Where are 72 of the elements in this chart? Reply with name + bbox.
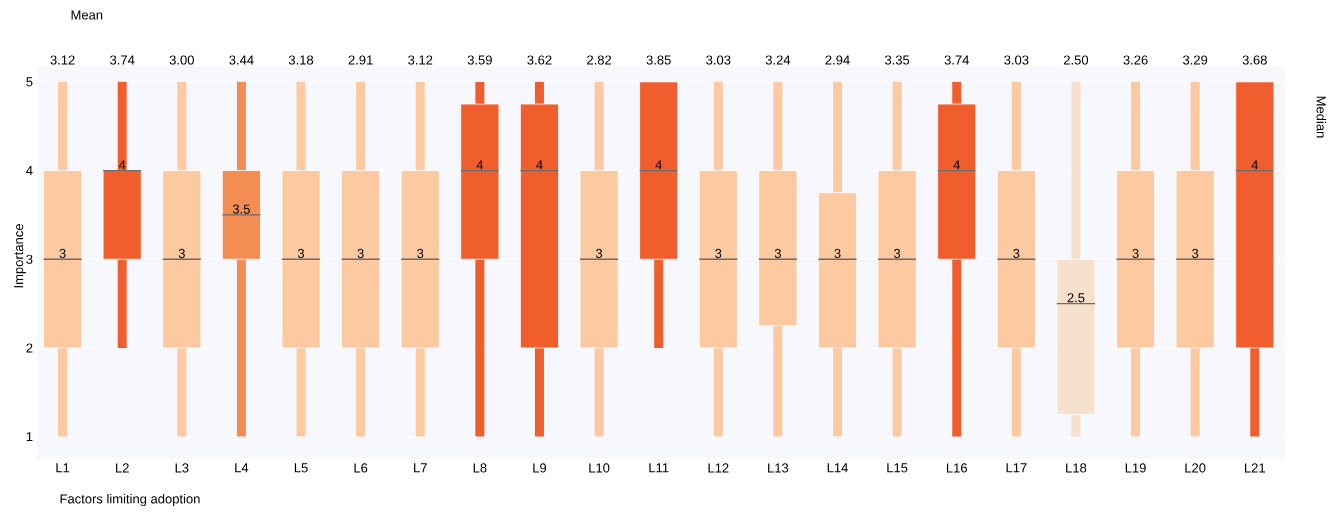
annotation: 3 xyxy=(59,248,66,259)
text: 3.74 xyxy=(944,55,969,65)
annotation: 4 xyxy=(953,160,960,170)
annotation: 4 xyxy=(118,160,126,170)
annotation: 3 xyxy=(715,248,722,259)
x-tick-label: L21 xyxy=(1244,463,1265,473)
annotation: 3 xyxy=(1013,248,1020,259)
x-tick-label: L2 xyxy=(116,463,129,473)
x-tick-label: L1 xyxy=(56,463,70,473)
y-tick-label: 3 xyxy=(26,254,33,264)
annotation: 3 xyxy=(178,248,185,259)
text: 3.29 xyxy=(1183,55,1208,65)
text: 2.50 xyxy=(1063,55,1089,65)
text: Mean xyxy=(71,10,103,20)
x-tick-label: L15 xyxy=(887,463,908,473)
text: 3.68 xyxy=(1242,55,1267,65)
y-axis-title: Importance xyxy=(14,224,26,288)
annotation: 3 xyxy=(894,248,901,259)
annotation: 4 xyxy=(1251,160,1259,170)
annotation: 3 xyxy=(1132,248,1139,259)
annotation: 3 xyxy=(297,248,305,259)
x-tick-label: L8 xyxy=(473,463,487,473)
annotation: 3.5 xyxy=(232,204,250,214)
text: 3.24 xyxy=(765,55,791,65)
x-tick-label: L19 xyxy=(1125,463,1146,473)
annotation: 3 xyxy=(357,248,364,259)
y-tick-label: 1 xyxy=(26,432,33,442)
y-tick-label: 5 xyxy=(26,77,33,87)
x-tick-label: L16 xyxy=(946,463,967,473)
text: 3.26 xyxy=(1123,55,1148,65)
annotation: 3 xyxy=(595,248,603,259)
x-tick-label: L5 xyxy=(294,463,308,473)
x-tick-label: L18 xyxy=(1066,463,1087,473)
text: 2.91 xyxy=(348,55,373,65)
x-tick-label: L11 xyxy=(649,463,669,473)
x-tick-label: L14 xyxy=(827,463,848,473)
x-tick-label: L4 xyxy=(235,463,249,473)
text: 3.74 xyxy=(110,55,135,65)
x-tick-label: L3 xyxy=(175,463,189,473)
annotation: 3 xyxy=(417,248,424,259)
x-tick-label: L20 xyxy=(1185,463,1206,473)
y-tick-label: 2 xyxy=(26,343,33,353)
text: 3.59 xyxy=(467,55,492,65)
x-tick-label: L9 xyxy=(533,463,547,473)
text: 3.00 xyxy=(169,55,194,65)
x-tick-label: L17 xyxy=(1006,463,1027,473)
x-tick-label: L12 xyxy=(708,463,729,473)
annotation: 3 xyxy=(834,248,841,259)
x-tick-label: L13 xyxy=(768,463,789,473)
text: 3.35 xyxy=(884,55,910,65)
annotation: 4 xyxy=(655,160,662,170)
x-axis-title: Factors limiting adoption xyxy=(60,493,200,507)
text: 3.85 xyxy=(646,55,671,65)
text: 3.03 xyxy=(706,55,731,65)
text: 3.62 xyxy=(527,55,552,65)
y-tick-label: 4 xyxy=(26,166,33,176)
text: 3.03 xyxy=(1004,55,1029,65)
x-tick-label: L7 xyxy=(414,463,427,473)
text: 3.18 xyxy=(288,55,314,65)
text: 3.44 xyxy=(229,55,254,65)
annotation: 3 xyxy=(1192,248,1199,259)
text: Median xyxy=(1316,96,1327,138)
text: 2.94 xyxy=(825,55,850,65)
annotation: 3 xyxy=(774,248,781,259)
x-tick-label: L10 xyxy=(589,463,610,473)
x-tick-label: L6 xyxy=(354,463,368,473)
annotation: 4 xyxy=(536,160,543,170)
text: 2.82 xyxy=(587,55,612,65)
annotation: 2.5 xyxy=(1067,293,1085,303)
annotation: 4 xyxy=(476,160,484,170)
text: 3.12 xyxy=(408,55,433,65)
text: 3.12 xyxy=(50,55,75,65)
